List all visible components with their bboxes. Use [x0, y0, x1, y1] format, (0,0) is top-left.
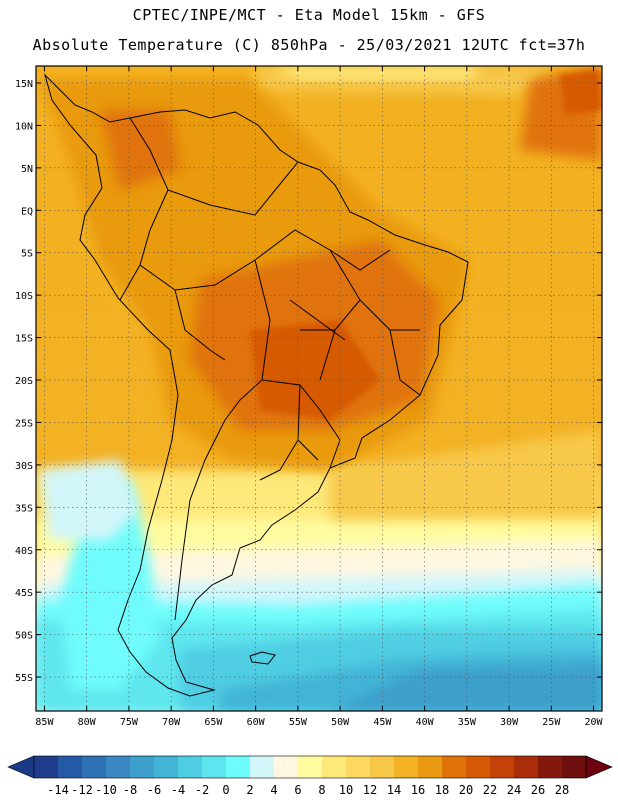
lat-tick-label: 30S: [15, 461, 33, 472]
colorbar-label: 0: [222, 783, 229, 797]
colorbar-swatch: [250, 756, 275, 778]
colorbar-label: 22: [483, 783, 497, 797]
colorbar-label: 8: [318, 783, 325, 797]
colorbar-label: -6: [147, 783, 161, 797]
colorbar-swatch: [514, 756, 539, 778]
lon-tick-label: 40W: [416, 717, 435, 728]
falkland-islands: [249, 651, 276, 665]
lat-tick-label: EQ: [21, 206, 33, 217]
lat-tick-label: 25S: [15, 418, 33, 429]
lat-tick-label: 10S: [15, 291, 33, 302]
lat-tick-label: 5S: [21, 249, 33, 260]
temperature-field: [36, 66, 602, 711]
colorbar-swatch: [130, 756, 155, 778]
lon-tick-label: 45W: [373, 717, 392, 728]
colorbar-label: 24: [507, 783, 521, 797]
colorbar-label: 26: [531, 783, 545, 797]
colorbar-swatch: [226, 756, 251, 778]
colorbar-label: -8: [123, 783, 137, 797]
colorbar-label: -14: [47, 783, 69, 797]
colorbar-label: -10: [95, 783, 117, 797]
chart-title-line2: Absolute Temperature (C) 850hPa - 25/03/…: [32, 36, 586, 54]
lat-tick-label: 50S: [15, 631, 33, 642]
colorbar-swatch: [394, 756, 419, 778]
colorbar-over-arrow: [585, 755, 613, 779]
lon-tick-label: 65W: [204, 717, 223, 728]
colorbar-label: 4: [270, 783, 277, 797]
colorbar-swatch: [370, 756, 395, 778]
lat-tick-label: 45S: [15, 588, 33, 599]
brazil-state-borders: [289, 249, 421, 396]
colorbar-label: 18: [435, 783, 449, 797]
colorbar-swatch: [58, 756, 83, 778]
colorbar-swatch: [154, 756, 179, 778]
lon-tick-label: 20W: [585, 717, 604, 728]
colorbar-label: 14: [387, 783, 401, 797]
colorbar-swatch: [298, 756, 323, 778]
south-america-coastline: [44, 73, 469, 697]
colorbar: -14 -12 -10 -8 -6 -4 -2 0 2 4 6 8 10 12 14 16 18 20 22 24 26…: [7, 755, 613, 797]
colorbar-swatch: [322, 756, 347, 778]
axes: 15N 10N 5N EQ 5S 10S 15S 20S 25S 30S 35S 40S 45S 50S 5…: [15, 66, 604, 728]
colorbar-label: 10: [339, 783, 353, 797]
colorbar-swatch: [82, 756, 107, 778]
colorbar-swatch: [202, 756, 227, 778]
colorbar-swatch: [562, 756, 587, 778]
lon-tick-label: 70W: [162, 717, 181, 728]
colorbar-swatch: [538, 756, 563, 778]
colorbar-label: 2: [246, 783, 253, 797]
colorbar-label: 12: [363, 783, 377, 797]
colorbar-swatch: [418, 756, 443, 778]
colorbar-frame: [33, 755, 587, 779]
lat-tick-label: 40S: [15, 546, 33, 557]
lon-tick-label: 80W: [78, 717, 97, 728]
lat-tick-label: 15N: [15, 79, 33, 90]
colorbar-label: 20: [459, 783, 473, 797]
lat-tick-label: 5N: [21, 164, 33, 175]
lat-tick-label: 20S: [15, 376, 33, 387]
colorbar-label: -4: [171, 783, 185, 797]
lon-tick-label: 30W: [500, 717, 519, 728]
lon-tick-label: 35W: [458, 717, 477, 728]
lat-tick-label: 10N: [15, 121, 33, 132]
colorbar-swatch: [490, 756, 515, 778]
lat-tick-label: 15S: [15, 334, 33, 345]
lon-tick-label: 55W: [289, 717, 308, 728]
lat-tick-label: 35S: [15, 503, 33, 514]
colorbar-swatch: [178, 756, 203, 778]
lon-tick-label: 50W: [331, 717, 350, 728]
colorbar-label: 28: [555, 783, 569, 797]
colorbar-swatch: [274, 756, 299, 778]
colorbar-label: 16: [411, 783, 425, 797]
map-frame: [35, 65, 603, 712]
lon-tick-label: 85W: [35, 717, 54, 728]
colorbar-label: -2: [195, 783, 209, 797]
lon-tick-label: 75W: [120, 717, 139, 728]
colorbar-swatch: [346, 756, 371, 778]
lat-tick-label: 55S: [15, 673, 33, 684]
colorbar-swatch: [442, 756, 467, 778]
colorbar-swatch: [106, 756, 131, 778]
colorbar-under-arrow: [7, 755, 35, 779]
colorbar-swatch: [466, 756, 491, 778]
colorbar-swatch: [34, 756, 59, 778]
lon-tick-label: 25W: [542, 717, 561, 728]
colorbar-label: 6: [294, 783, 301, 797]
colorbar-label: -12: [71, 783, 93, 797]
lon-tick-label: 60W: [247, 717, 266, 728]
chart-title-line1: CPTEC/INPE/MCT - Eta Model 15km - GFS: [132, 6, 486, 24]
